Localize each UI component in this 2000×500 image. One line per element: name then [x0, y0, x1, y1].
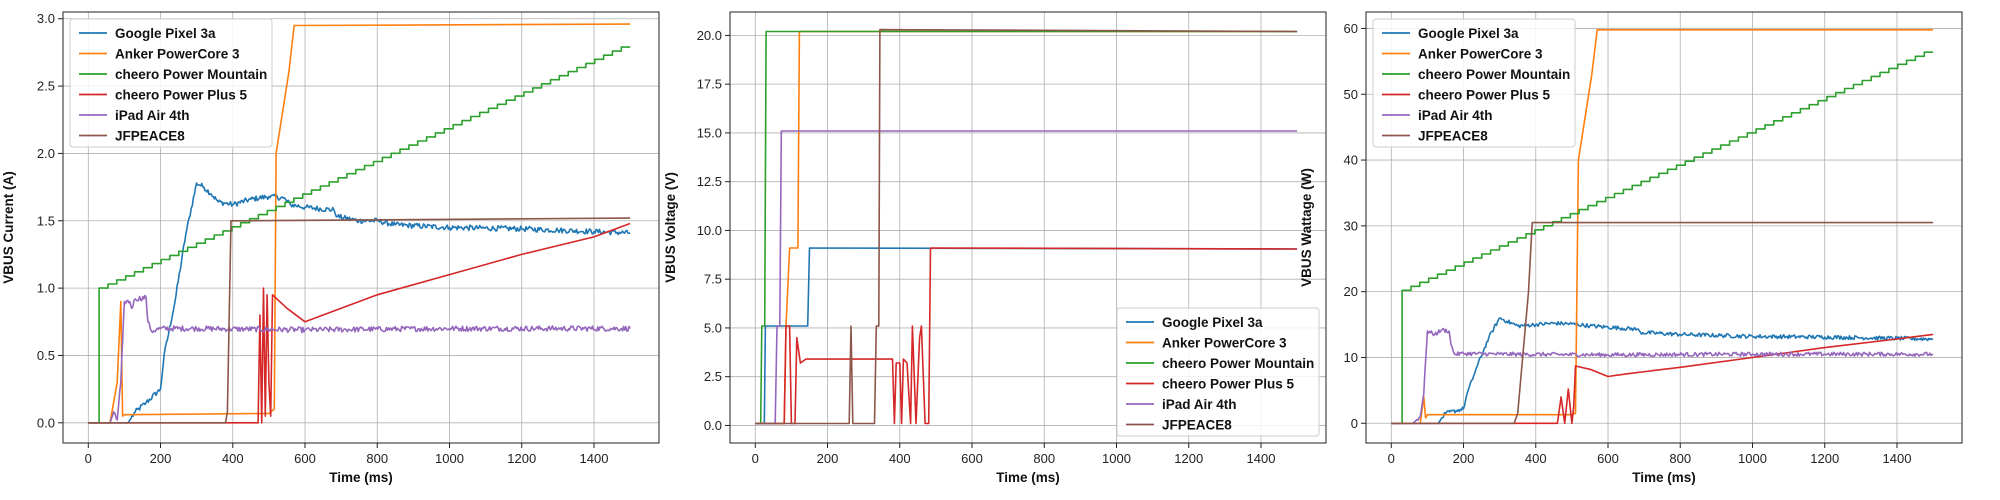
y-tick-label: 2.0 [37, 146, 55, 161]
y-tick-label: 20 [1344, 284, 1358, 299]
y-tick-label: 17.5 [697, 77, 722, 92]
y-tick-label: 5.0 [704, 320, 722, 335]
x-tick-label: 1200 [1174, 451, 1203, 466]
x-tick-label: 1400 [1247, 451, 1276, 466]
x-tick-label: 400 [889, 451, 911, 466]
y-tick-label: 15.0 [697, 125, 722, 140]
series-group [88, 23, 631, 424]
chart-panel-3: 0 200 400 600 800 1000 1200 1400 0 10 20 30 40 50 60 Ti… [1299, 11, 1963, 485]
series-line-1 [1391, 317, 1934, 425]
legend-box [1372, 18, 1576, 148]
series-line-4 [1391, 333, 1934, 425]
y-tick-label: 10.0 [697, 223, 722, 238]
x-tick-label: 400 [222, 451, 244, 466]
x-tick-label: 200 [150, 451, 172, 466]
series-group [755, 28, 1298, 425]
series-line-4 [88, 222, 631, 424]
x-tick-label: 200 [1453, 451, 1475, 466]
x-tick-label: 0 [1388, 451, 1395, 466]
series-line-6 [755, 28, 1298, 425]
y-tick-label: 0.0 [37, 415, 55, 430]
x-tick-label: 1200 [1810, 451, 1839, 466]
x-tick-label: 1000 [1102, 451, 1131, 466]
y-axis-label: VBUS Wattage (W) [1299, 168, 1314, 287]
legend-entry-label: Google Pixel 3a [1418, 26, 1519, 41]
x-tick-label: 800 [1033, 451, 1055, 466]
x-axis-label: Time (ms) [329, 470, 393, 485]
y-tick-label: 10 [1344, 350, 1358, 365]
chart-panel-2: 0 200 400 600 800 1000 1200 1400 0.0 2.5 5.0 7.5 10.… [663, 11, 1327, 485]
y-axis-label: VBUS Voltage (V) [663, 172, 678, 283]
chart-panel-1: 0 200 400 600 800 1000 1200 1400 0.0 0.5 1.0 1.5 2.0… [1, 11, 660, 485]
x-tick-label: 0 [85, 451, 92, 466]
x-tick-label: 1000 [435, 451, 464, 466]
series-line-3 [88, 46, 631, 424]
legend-entry-label: Anker PowerCore 3 [1162, 336, 1287, 351]
legend-entry-label: JFPEACE8 [115, 129, 185, 144]
y-tick-label: 20.0 [697, 28, 722, 43]
legend: Google Pixel 3a Anker PowerCore 3 cheero P… [69, 18, 273, 148]
series-line-5 [1391, 327, 1934, 425]
x-tick-label: 800 [366, 451, 388, 466]
legend-entry-label: JFPEACE8 [1418, 129, 1488, 144]
y-axis-label: VBUS Current (A) [1, 171, 16, 284]
y-tick-label: 0.0 [704, 418, 722, 433]
x-tick-label: 800 [1669, 451, 1691, 466]
plot-frame [62, 11, 660, 444]
legend-entry-label: cheero Power Plus 5 [1162, 377, 1295, 392]
legend-entry-label: cheero Power Plus 5 [115, 88, 248, 103]
y-tick-label: 12.5 [697, 174, 722, 189]
y-tick-label: 40 [1344, 153, 1358, 168]
y-tick-label: 0.5 [37, 348, 55, 363]
y-tick-label: 1.5 [37, 213, 55, 228]
plot-frame [1365, 11, 1963, 444]
x-tick-label: 1400 [1883, 451, 1912, 466]
legend-box [1116, 307, 1320, 437]
legend-entry-label: cheero Power Mountain [115, 67, 267, 82]
x-tick-label: 400 [1525, 451, 1547, 466]
y-tick-label: 30 [1344, 218, 1358, 233]
legend-entry-label: iPad Air 4th [1162, 397, 1237, 412]
legend-entry-label: Anker PowerCore 3 [115, 47, 240, 62]
legend-entry-label: iPad Air 4th [1418, 108, 1493, 123]
series-line-1 [88, 182, 631, 424]
series-line-6 [88, 217, 631, 424]
series-line-5 [88, 294, 631, 424]
legend: Google Pixel 3a Anker PowerCore 3 cheero P… [1116, 307, 1320, 437]
legend-entry-label: cheero Power Mountain [1162, 356, 1314, 371]
x-tick-label: 0 [752, 451, 759, 466]
y-tick-label: 0 [1351, 416, 1358, 431]
y-tick-label: 2.5 [37, 79, 55, 94]
plot-frame [729, 11, 1327, 444]
y-tick-label: 3.0 [37, 11, 55, 26]
legend-entry-label: cheero Power Plus 5 [1418, 88, 1551, 103]
x-tick-label: 600 [1597, 451, 1619, 466]
legend-entry-label: Google Pixel 3a [115, 26, 216, 41]
series-line-6 [1391, 221, 1934, 425]
legend-entry-label: iPad Air 4th [115, 108, 190, 123]
y-tick-label: 7.5 [704, 272, 722, 287]
x-axis-label: Time (ms) [996, 470, 1060, 485]
x-tick-label: 600 [961, 451, 983, 466]
x-tick-label: 1000 [1738, 451, 1767, 466]
series-line-2 [88, 23, 631, 424]
legend: Google Pixel 3a Anker PowerCore 3 cheero P… [1372, 18, 1576, 148]
x-tick-label: 1400 [580, 451, 609, 466]
legend-entry-label: cheero Power Mountain [1418, 67, 1570, 82]
y-tick-label: 2.5 [704, 369, 722, 384]
series-group [1391, 29, 1934, 425]
y-tick-label: 1.0 [37, 281, 55, 296]
legend-entry-label: JFPEACE8 [1162, 418, 1232, 433]
y-tick-label: 50 [1344, 87, 1358, 102]
x-tick-label: 1200 [507, 451, 536, 466]
legend-entry-label: Anker PowerCore 3 [1418, 47, 1543, 62]
x-axis-label: Time (ms) [1632, 470, 1696, 485]
x-tick-label: 200 [817, 451, 839, 466]
series-line-3 [1391, 51, 1934, 425]
x-tick-label: 600 [294, 451, 316, 466]
y-tick-label: 60 [1344, 21, 1358, 36]
legend-entry-label: Google Pixel 3a [1162, 315, 1263, 330]
legend-box [69, 18, 273, 148]
